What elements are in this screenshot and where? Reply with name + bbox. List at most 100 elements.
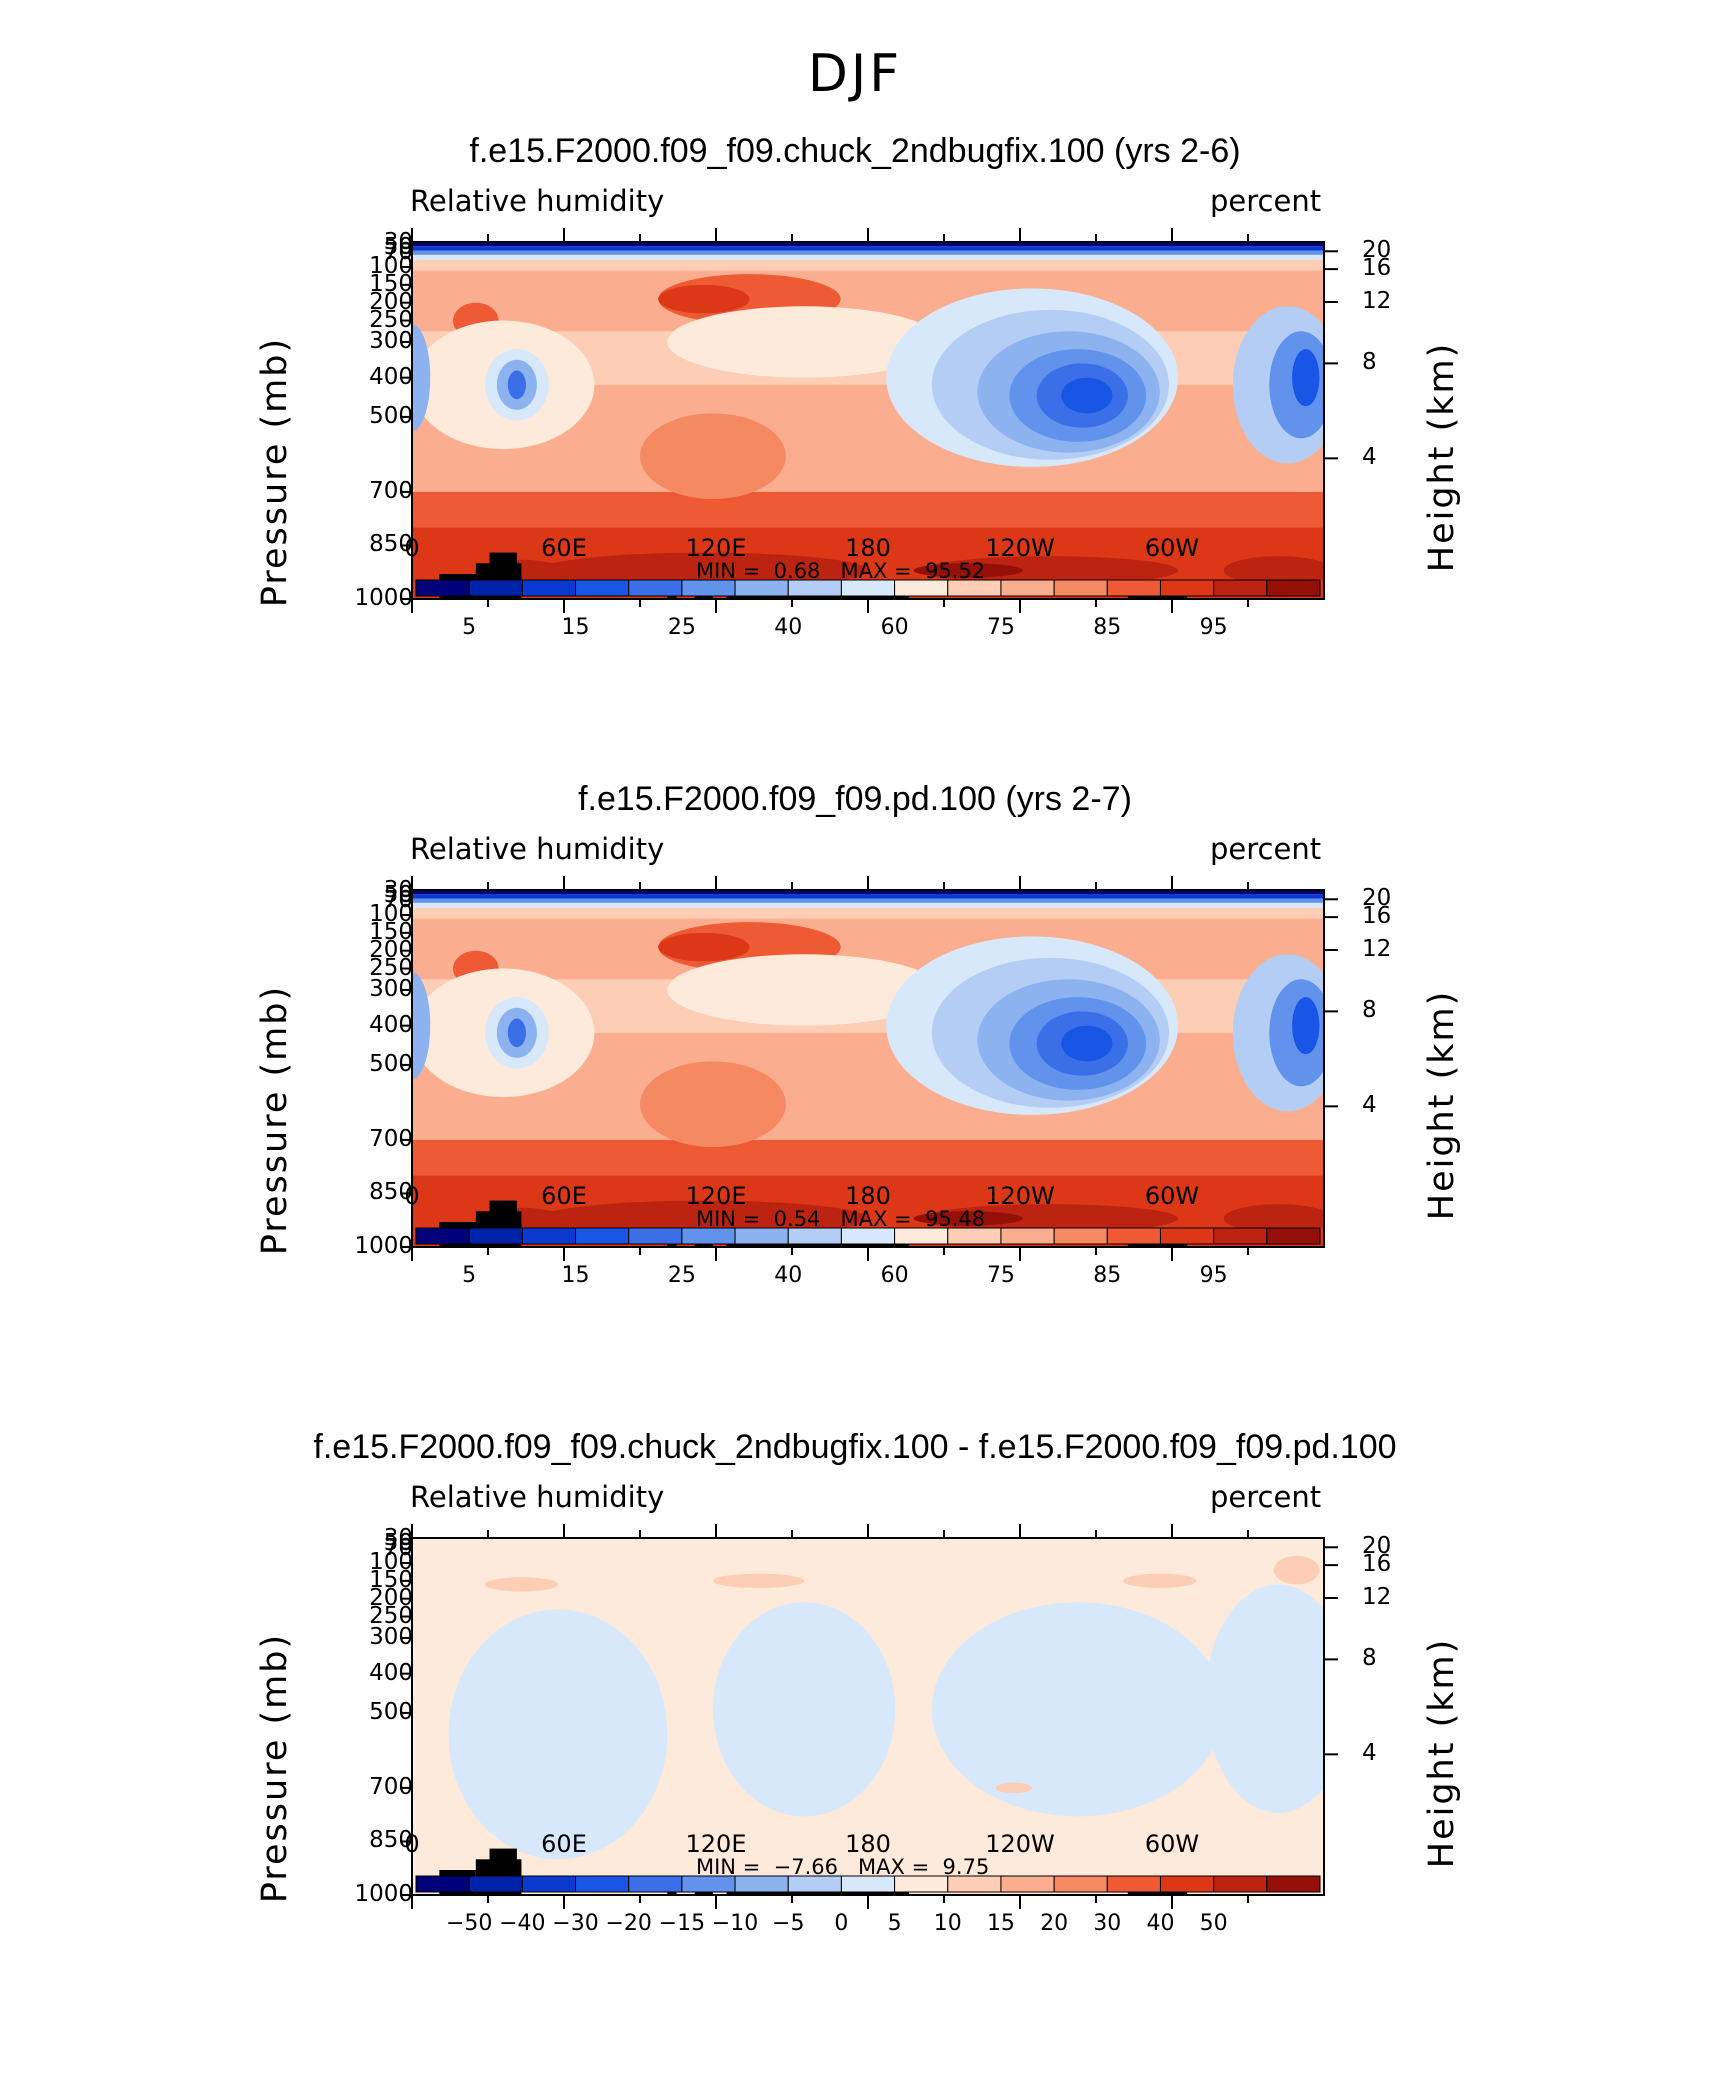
x-tick-label: 0	[404, 1830, 420, 1858]
y-tick-label: 70	[383, 238, 413, 265]
colorbar-box	[415, 579, 470, 597]
min-max-readout: MIN = 0.68 MAX = 95.52	[696, 559, 985, 583]
field-boundary-max	[922, 1204, 1179, 1233]
y-tick-label: 50	[383, 233, 413, 260]
units-label: percent	[1210, 832, 1322, 866]
y2-tick-label: 12	[1362, 1583, 1392, 1610]
colorbar-label: 85	[1093, 615, 1122, 640]
y-tick-label: 200	[369, 936, 413, 963]
colorbar-label: 40	[1146, 1911, 1175, 1936]
units-label: percent	[1210, 1480, 1322, 1514]
colorbar-label: 15	[986, 1911, 1015, 1936]
colorbar-label: 5	[887, 1911, 902, 1936]
field-dry-core	[1292, 349, 1320, 407]
y-tick-label: 150	[369, 270, 413, 297]
units-label: percent	[1210, 184, 1322, 218]
field-strat-layer	[412, 242, 1324, 247]
colorbar-box	[521, 579, 577, 597]
colorbar-box	[468, 579, 523, 597]
colorbar-box	[628, 1227, 683, 1245]
y2-tick-label: 12	[1362, 935, 1392, 962]
field-negative-region	[712, 1602, 896, 1817]
colorbar-box	[521, 1875, 577, 1893]
y-tick-label: 200	[369, 1584, 413, 1611]
y2-axis-label: Height (km)	[1422, 341, 1462, 573]
colorbar-box	[415, 1875, 470, 1893]
y2-tick-label: 16	[1362, 255, 1392, 282]
colorbar-label: −15	[658, 1911, 706, 1936]
y-axis-label: Pressure (mb)	[255, 1632, 295, 1904]
y-axis-label: Pressure (mb)	[255, 984, 295, 1256]
field-positive-spot	[712, 1573, 805, 1588]
chart-title: f.e15.F2000.f09_f09.pd.100 (yrs 2-7)	[578, 780, 1132, 818]
min-max-readout: MIN = −7.66 MAX = 9.75	[696, 1855, 989, 1879]
max-value: 9.75	[942, 1855, 990, 1879]
y2-tick-label: 4	[1362, 1740, 1377, 1767]
colorbar-box	[468, 1875, 523, 1893]
field-positive-spot	[1273, 1555, 1320, 1585]
y-tick-label: 300	[369, 975, 413, 1002]
colorbar-label: 0	[834, 1911, 849, 1936]
y-tick-label: 500	[369, 1050, 413, 1077]
x-tick-label: 0	[404, 1182, 420, 1210]
field-dry-core	[507, 1018, 526, 1048]
x-tick-label: 120W	[985, 1182, 1055, 1210]
x-tick-label: 0	[404, 534, 420, 562]
field-strat-layer	[412, 890, 1324, 895]
y-tick-label: 700	[369, 1773, 413, 1800]
field-negative-region	[1205, 1584, 1324, 1813]
colorbar-box	[1053, 1875, 1108, 1893]
y-tick-label: 700	[369, 1125, 413, 1152]
y-tick-label: 500	[369, 1698, 413, 1725]
colorbar-box	[1000, 1227, 1055, 1245]
field-negative-region	[448, 1609, 668, 1860]
y-tick-label: 100	[369, 1548, 413, 1575]
y-tick-label: 150	[369, 1566, 413, 1593]
chart-svg	[400, 228, 1338, 613]
field-dry-core	[1061, 377, 1113, 414]
colorbar-box	[1266, 579, 1321, 597]
y2-tick-label: 12	[1362, 287, 1392, 314]
y2-tick-label: 16	[1362, 1551, 1392, 1578]
y-tick-label: 200	[369, 288, 413, 315]
colorbar-box	[1159, 1875, 1215, 1893]
x-tick-label: 120E	[685, 1830, 747, 1858]
y-tick-label: 250	[369, 1602, 413, 1629]
colorbar-box	[628, 579, 683, 597]
field-dry-region	[412, 972, 431, 1080]
min-value: 0.54	[773, 1207, 841, 1231]
chart-panel-1: 30 50 70 100 150 200 250 300 400 500 700 850 1000 20 1…	[0, 132, 1710, 782]
y-tick-label: 1000	[354, 585, 413, 611]
colorbar-label: 25	[667, 615, 696, 640]
variable-label: Relative humidity	[410, 1480, 665, 1514]
colorbar-label: 95	[1199, 1263, 1228, 1288]
y-tick-label: 500	[369, 402, 413, 429]
max-label: MAX =	[840, 1207, 925, 1231]
colorbar-box	[1213, 1227, 1268, 1245]
field-strat-layer	[412, 246, 1324, 251]
y-tick-label: 30	[383, 877, 413, 904]
field-dry-region	[667, 954, 941, 1026]
min-value: −7.66	[773, 1855, 859, 1879]
y-tick-label: 300	[369, 327, 413, 354]
colorbar-box	[1159, 1227, 1215, 1245]
field-boundary-max	[539, 1200, 869, 1237]
y-tick-label: 70	[383, 886, 413, 913]
y-tick-label: 70	[383, 1534, 413, 1561]
field-boundary-peak	[913, 1211, 1024, 1226]
field-strat-layer	[412, 894, 1324, 899]
max-value: 95.48	[924, 1207, 986, 1231]
min-value: 0.68	[773, 559, 841, 583]
colorbar-box	[468, 1227, 523, 1245]
y-tick-label: 30	[383, 1525, 413, 1552]
y2-tick-label: 20	[1362, 237, 1392, 264]
x-tick-label: 60E	[541, 1182, 587, 1210]
field-strat-layer	[412, 898, 1324, 903]
field-strat-layer	[412, 254, 1324, 260]
field-boundary-max	[922, 556, 1179, 585]
colorbar-label: −5	[772, 1911, 805, 1936]
variable-label: Relative humidity	[410, 832, 665, 866]
field-boundary-max	[1223, 1204, 1324, 1233]
x-tick-label: 60W	[1144, 534, 1200, 562]
colorbar-label: 40	[774, 615, 803, 640]
